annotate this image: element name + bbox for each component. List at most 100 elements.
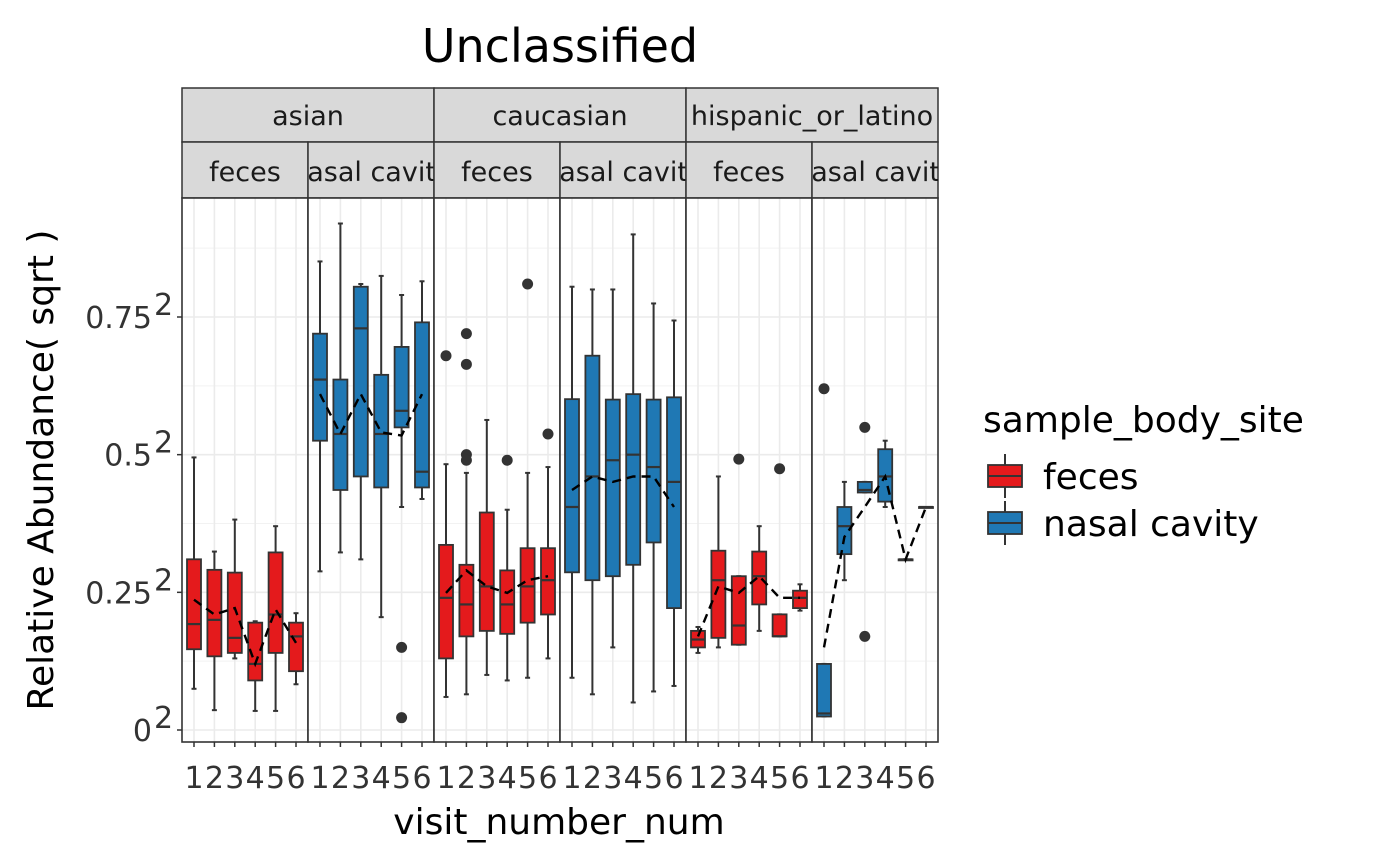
panel-background bbox=[560, 198, 686, 742]
facet-strip-top bbox=[433, 87, 687, 143]
facet-strip-sub bbox=[559, 141, 687, 199]
chart-title: Unclassified bbox=[422, 19, 698, 73]
box-body bbox=[226, 571, 243, 654]
box-body bbox=[751, 550, 768, 606]
box-body bbox=[856, 480, 873, 494]
box-body bbox=[625, 393, 642, 566]
facet-strip-sub bbox=[307, 141, 435, 199]
mean-trend-line bbox=[822, 473, 928, 648]
x-tick-label: 6 bbox=[412, 761, 431, 796]
y-tick-label-exponent: 2 bbox=[154, 563, 173, 598]
x-tick-label: 1 bbox=[184, 761, 203, 796]
x-tick-label: 5 bbox=[518, 761, 537, 796]
box-body bbox=[666, 396, 682, 610]
facet-strip-sub bbox=[685, 141, 813, 199]
x-tick-label: 5 bbox=[266, 761, 285, 796]
mean-trend-line bbox=[445, 568, 549, 595]
x-tick-label: 1 bbox=[688, 761, 707, 796]
mean-trend-line bbox=[696, 574, 800, 637]
x-tick-label: 5 bbox=[770, 761, 789, 796]
outlier-point bbox=[733, 453, 745, 465]
box-body bbox=[458, 563, 475, 638]
box-body bbox=[393, 346, 410, 429]
x-tick-label: 2 bbox=[331, 761, 350, 796]
y-axis-title: Relative Abundance( sqrt ) bbox=[21, 230, 62, 711]
panel-background bbox=[686, 198, 812, 742]
outlier-point bbox=[859, 630, 871, 642]
x-tick-label: 2 bbox=[709, 761, 728, 796]
y-tick-label: 0.75 bbox=[85, 301, 152, 336]
box-body bbox=[645, 398, 662, 544]
x-tick-label: 4 bbox=[876, 761, 895, 796]
box-body bbox=[540, 547, 556, 616]
x-tick-label: 3 bbox=[477, 761, 496, 796]
box-body bbox=[478, 511, 495, 632]
box-body bbox=[247, 621, 264, 682]
box-body bbox=[288, 621, 304, 673]
box-body bbox=[710, 549, 727, 639]
box-body bbox=[816, 663, 832, 718]
box-body bbox=[792, 589, 808, 610]
x-tick-label: 3 bbox=[225, 761, 244, 796]
x-tick-label: 5 bbox=[644, 761, 663, 796]
facet-strip-top bbox=[181, 87, 435, 143]
box-body bbox=[604, 398, 621, 578]
x-tick-label: 3 bbox=[603, 761, 622, 796]
panel-background bbox=[812, 198, 938, 742]
x-tick-label: 3 bbox=[729, 761, 748, 796]
facet-strip-sub-label: nasal cavity bbox=[794, 157, 956, 188]
box-body bbox=[584, 354, 601, 582]
outlier-point bbox=[460, 454, 472, 466]
outlier-point bbox=[460, 328, 472, 340]
outlier-point bbox=[460, 358, 472, 370]
outlier-point bbox=[501, 454, 513, 466]
legend-entry-label: nasal cavity bbox=[1043, 504, 1259, 545]
facet-strip-sub-label: nasal cavity bbox=[542, 157, 704, 188]
x-tick-label: 1 bbox=[310, 761, 329, 796]
x-tick-label: 2 bbox=[583, 761, 602, 796]
x-tick-label: 6 bbox=[790, 761, 809, 796]
x-tick-label: 6 bbox=[916, 761, 935, 796]
x-tick-label: 2 bbox=[835, 761, 854, 796]
mean-trend-line bbox=[193, 598, 298, 668]
box-body bbox=[267, 551, 284, 654]
panel-background bbox=[434, 198, 560, 742]
panel-background bbox=[308, 198, 434, 742]
x-tick-label: 3 bbox=[855, 761, 874, 796]
outlier-point bbox=[396, 712, 408, 724]
facet-strip-sub bbox=[811, 141, 939, 199]
box-body bbox=[352, 285, 369, 478]
mean-trend-line bbox=[571, 475, 675, 508]
x-tick-label: 6 bbox=[286, 761, 305, 796]
y-tick-label-exponent: 2 bbox=[154, 288, 173, 323]
x-tick-label: 3 bbox=[351, 761, 370, 796]
box-body bbox=[836, 506, 853, 556]
x-tick-label: 2 bbox=[205, 761, 224, 796]
box-body bbox=[438, 543, 454, 660]
y-tick-label: 0 bbox=[133, 714, 152, 749]
legend-title: sample_body_site bbox=[983, 400, 1304, 441]
x-tick-label: 1 bbox=[814, 761, 833, 796]
facet-strip-top bbox=[685, 87, 939, 143]
box-body bbox=[499, 569, 516, 635]
y-tick-label: 0.5 bbox=[104, 439, 152, 474]
facet-strip-top-label: asian bbox=[272, 101, 344, 132]
x-tick-label: 4 bbox=[246, 761, 265, 796]
y-axis: 0 20.25 20.5 20.75 2 bbox=[85, 288, 182, 749]
outlier-point bbox=[774, 463, 786, 475]
facet-strip-sub-label: feces bbox=[713, 157, 785, 188]
facet-strip-sub-label: feces bbox=[461, 157, 533, 188]
y-tick-label-exponent: 2 bbox=[154, 701, 173, 736]
x-tick-label: 6 bbox=[538, 761, 557, 796]
x-axis-title: visit_number_num bbox=[393, 802, 724, 843]
x-tick-label: 6 bbox=[664, 761, 683, 796]
facet-strip-top-label: caucasian bbox=[492, 101, 627, 132]
x-tick-label: 1 bbox=[562, 761, 581, 796]
outlier-point bbox=[440, 350, 452, 362]
